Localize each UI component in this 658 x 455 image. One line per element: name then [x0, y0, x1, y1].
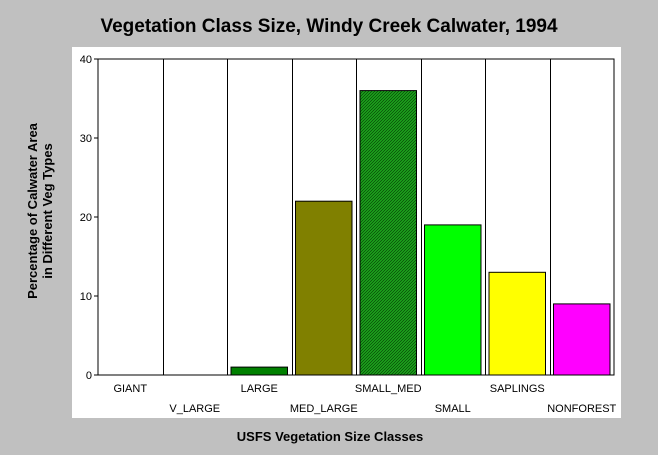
bar-small-med: [359, 90, 417, 376]
y-tick-label: 0: [86, 370, 92, 382]
y-tick-label: 30: [80, 133, 92, 145]
y-tick-label: 10: [80, 291, 92, 303]
bar-small: [424, 224, 482, 376]
bar-large: [230, 366, 288, 376]
y-axis-label-line2: in Different Veg Types: [40, 143, 55, 279]
bars: [230, 90, 611, 376]
x-tick-label: GIANT: [113, 383, 147, 395]
x-tick-label: V_LARGE: [169, 403, 220, 415]
bar-saplings: [488, 271, 546, 376]
bar-med-large: [295, 200, 353, 376]
x-tick-label: LARGE: [241, 383, 278, 395]
chart-title: Vegetation Class Size, Windy Creek Calwa…: [100, 16, 558, 37]
y-axis-ticks: 0 10 20 30 40: [80, 54, 98, 382]
x-tick-label: SAPLINGS: [490, 383, 545, 395]
x-axis-label: USFS Vegetation Size Classes: [237, 429, 423, 444]
grid-lines: [163, 59, 551, 375]
y-axis-label-line1: Percentage of Calwater Area: [25, 122, 40, 299]
x-axis-categories: GIANT V_LARGE LARGE MED_LARGE SMALL_MED SMALL…: [113, 383, 616, 415]
x-tick-label: SMALL: [435, 403, 471, 415]
bar-nonforest: [553, 303, 611, 376]
x-tick-label: NONFOREST: [547, 403, 616, 415]
x-tick-label: SMALL_MED: [355, 383, 422, 395]
y-tick-label: 20: [80, 212, 92, 224]
y-tick-label: 40: [80, 54, 92, 66]
x-tick-label: MED_LARGE: [290, 403, 358, 415]
